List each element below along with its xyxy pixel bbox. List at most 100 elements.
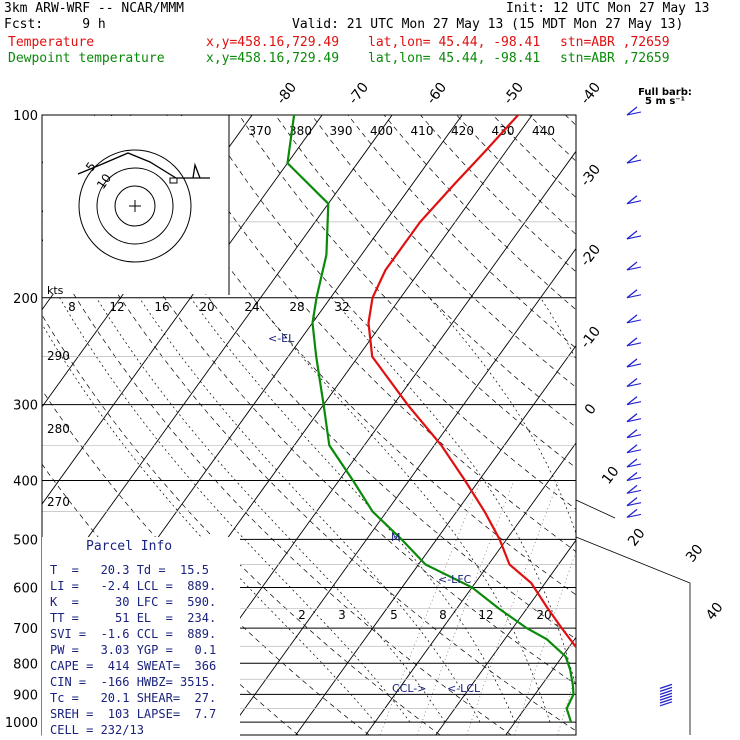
- isotherm-tick-label: 20: [625, 526, 649, 550]
- wind-barb: [626, 484, 638, 494]
- isotherm-line: [365, 442, 576, 735]
- barb-legend-units: 5 m s⁻¹: [645, 96, 685, 107]
- mixing-ratio-tick-label: 16: [154, 300, 169, 314]
- wind-barb-flag: [626, 434, 642, 439]
- dry-adiabat-line: [57, 115, 576, 685]
- wind-barb-flag: [626, 382, 642, 388]
- dry-adiabat-line: [238, 115, 576, 469]
- parcel-row: LI = -2.4 LCL = 889.: [50, 579, 217, 593]
- theta-tick-label: 290: [47, 349, 70, 363]
- moist-adiabat-line: [253, 297, 551, 723]
- parcel-row: CIN = -166 HWBZ= 3515.: [50, 675, 217, 689]
- wind-barb: [626, 429, 638, 439]
- moist-adiabat-line: [96, 297, 446, 723]
- temperature-station: stn=ABR ,72659: [560, 35, 670, 50]
- wind-barb: [659, 695, 673, 701]
- dry-adiabat-line: [166, 115, 576, 553]
- wind-barb-flag: [626, 235, 642, 240]
- edge-line: [575, 536, 691, 735]
- mixing-ratio-line: [615, 481, 691, 736]
- wind-barb-flag: [626, 418, 642, 423]
- theta-tick-label: 410: [411, 124, 434, 138]
- mixing-ratio-tick-label: 32: [334, 300, 349, 314]
- wind-barb: [626, 377, 638, 387]
- mixing-ratio-tick-label: 2: [298, 608, 306, 622]
- theta-tick-label: 380: [289, 124, 312, 138]
- pressure-tick-label: 1000: [5, 716, 38, 731]
- wind-barb-flag: [626, 476, 642, 482]
- parcel-level-annotation: <-EL: [268, 332, 295, 345]
- moist-adiabat-line: [643, 298, 690, 722]
- pressure-tick-label: 600: [13, 581, 38, 596]
- wind-barb-flag: [626, 502, 642, 507]
- mixing-ratio-line: [379, 480, 481, 735]
- barb-legend-title: Full barb:: [638, 87, 692, 98]
- dry-adiabat-line: [528, 115, 576, 162]
- wind-barb: [626, 413, 638, 423]
- mixing-ratio-tick-label: 20: [199, 300, 214, 314]
- wind-barb: [626, 458, 638, 468]
- parcel-info-title: Parcel Info: [86, 539, 173, 554]
- isotherm-line: [716, 115, 740, 735]
- dry-adiabat-line: [492, 115, 576, 198]
- mixing-ratio-tick-label: 28: [289, 300, 304, 314]
- moist-adiabat-line: [723, 298, 727, 722]
- mixing-ratio-tick-label: 12: [109, 300, 124, 314]
- temperature-legend-label: Temperature: [8, 35, 95, 50]
- wind-barb: [659, 686, 673, 693]
- mixing-ratio-tick-label: 20: [536, 608, 551, 622]
- dry-adiabat-line: [42, 314, 441, 735]
- isotherm-tick-label: -80: [274, 80, 301, 108]
- parcel-row: CELL = 232/13: [50, 723, 144, 737]
- mixing-ratio-tick-label: 8: [68, 300, 76, 314]
- mixing-ratio-line: [557, 673, 576, 735]
- dry-adiabat-line: [456, 115, 576, 235]
- pressure-tick-label: 400: [13, 475, 38, 490]
- isotherm-tick-label: 10: [599, 464, 623, 488]
- parcel-row: PW = 3.03 YGP = 0.1: [50, 643, 217, 657]
- wind-barb-flag: [626, 513, 642, 518]
- isotherm-line: [646, 115, 740, 735]
- isotherm-line: [42, 115, 323, 505]
- dry-adiabat-line: [347, 115, 576, 349]
- isotherm-line: [575, 733, 576, 735]
- isotherm-tick-label: -60: [424, 80, 451, 108]
- wind-barb-flag: [626, 463, 642, 468]
- wind-barb: [659, 701, 673, 707]
- hodograph-background: [43, 116, 229, 294]
- parcel-level-annotation: M: [391, 531, 401, 544]
- mixing-ratio-tick-label: 8: [439, 608, 447, 622]
- dry-adiabat-line: [383, 115, 576, 311]
- dry-adiabat-line: [275, 115, 576, 428]
- temperature-trace: [367, 115, 576, 649]
- moist-adiabat-line: [331, 297, 576, 688]
- dry-adiabat-line: [202, 115, 576, 510]
- wind-barb-flag: [626, 449, 642, 454]
- parcel-row: SREH = 103 LAPSE= 7.7: [50, 707, 217, 721]
- temperature-latlon: lat,lon= 45.44, -98.41: [368, 35, 541, 50]
- dry-adiabat-line: [420, 115, 576, 273]
- wind-barb-flag: [626, 200, 642, 205]
- parcel-row: CAPE = 414 SWEAT= 366: [50, 659, 217, 673]
- mixing-ratio-tick-label: 3: [338, 608, 346, 622]
- mixing-ratio-tick-label: 5: [390, 608, 398, 622]
- mixing-ratio-tick-label: 12: [478, 608, 493, 622]
- wind-barb-flag: [626, 401, 642, 406]
- dry-adiabat-line: [638, 115, 740, 735]
- parcel-level-annotation: <-LFC: [438, 573, 472, 586]
- parcel-row: T = 20.3 Td = 15.5: [50, 563, 209, 577]
- isotherm-tick-label: 30: [683, 542, 707, 566]
- wind-barb-flag: [626, 294, 642, 299]
- dry-adiabat-line: [42, 463, 299, 735]
- isotherm-line: [295, 344, 576, 735]
- wind-barb: [626, 444, 638, 454]
- isotherm-tick-label: -70: [346, 80, 373, 108]
- dewpoint-station: stn=ABR ,72659: [560, 51, 670, 66]
- wind-barb: [626, 358, 638, 368]
- pressure-tick-label: 300: [13, 399, 38, 414]
- pressure-tick-label: 100: [13, 109, 38, 124]
- theta-tick-label: 400: [370, 124, 393, 138]
- parcel-level-annotation: CCL->: [392, 682, 426, 695]
- edge-line: [575, 499, 616, 519]
